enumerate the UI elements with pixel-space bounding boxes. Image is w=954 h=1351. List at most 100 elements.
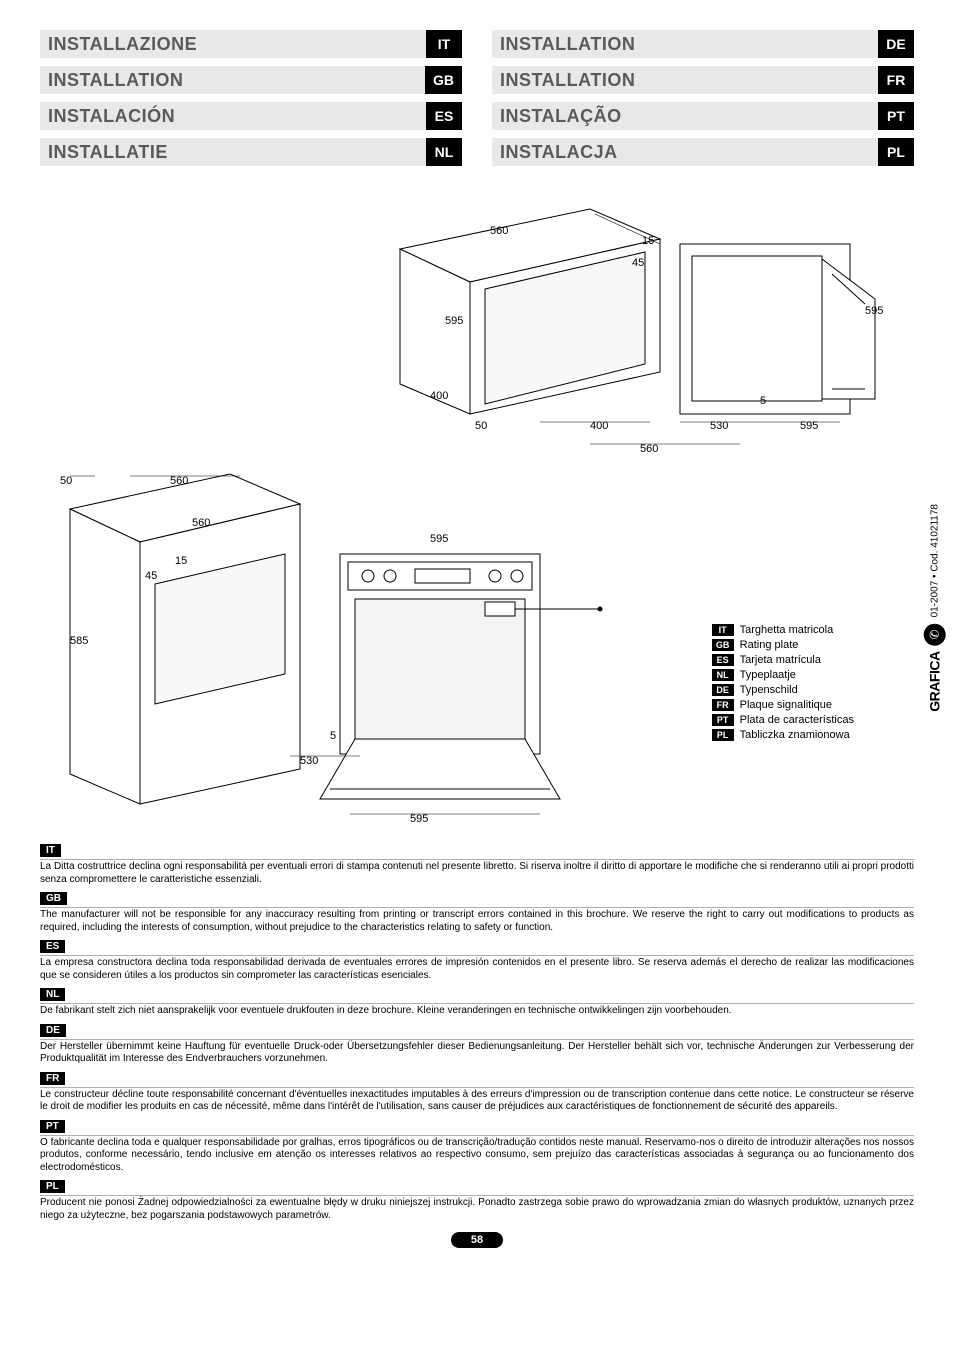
lang-badge: ES: [426, 102, 462, 130]
disc-badge: PL: [40, 1180, 65, 1193]
dim-label: 50: [60, 475, 72, 487]
lang-title: INSTALLATION: [492, 34, 878, 55]
lang-badge: DE: [878, 30, 914, 58]
lang-badge: PT: [878, 102, 914, 130]
lang-title: INSTALLATIE: [40, 142, 426, 163]
disclaimer-block: NL De fabrikant stelt zich niet aansprak…: [40, 988, 914, 1018]
lang-row: INSTALLATIE NL: [40, 138, 462, 166]
side-publication-info: GRAFICA ✆ 01-2007 • Cod. 41021178: [924, 504, 946, 712]
lang-row: INSTALLATION GB: [40, 66, 462, 94]
lang-title: INSTALAÇÃO: [492, 106, 878, 127]
plate-label: Tabliczka znamionowa: [740, 729, 850, 741]
disc-text: Der Hersteller übernimmt keine Hauftung …: [40, 1039, 914, 1066]
rating-plate-legend: IT Targhetta matricola GB Rating plate ES T…: [712, 624, 854, 744]
disc-text: The manufacturer will not be responsible…: [40, 907, 914, 934]
plate-label: Plata de características: [740, 714, 854, 726]
plate-badge: GB: [712, 639, 734, 651]
dim-label: 560: [490, 225, 508, 237]
plate-row: DE Typenschild: [712, 684, 854, 696]
lang-title: INSTALACJA: [492, 142, 878, 163]
lang-col-right: INSTALLATION DE INSTALLATION FR INSTALAÇ…: [492, 30, 914, 174]
dim-label: 595: [445, 315, 463, 327]
disclaimer-block: FR Le constructeur décline toute respons…: [40, 1072, 914, 1114]
dim-label: 400: [430, 390, 448, 402]
lang-row: INSTALACJA PL: [492, 138, 914, 166]
lang-row: INSTALLAZIONE IT: [40, 30, 462, 58]
lang-col-left: INSTALLAZIONE IT INSTALLATION GB INSTALA…: [40, 30, 462, 174]
language-headers: INSTALLAZIONE IT INSTALLATION GB INSTALA…: [40, 30, 914, 174]
disclaimer-block: PT O fabricante declina toda e qualquer …: [40, 1120, 914, 1175]
plate-badge: FR: [712, 699, 734, 711]
disc-text: Producent nie ponosi Żadnej odpowiedzial…: [40, 1195, 914, 1222]
plate-badge: PT: [712, 714, 734, 726]
page-number: 58: [40, 1234, 914, 1246]
disc-text: La empresa constructora declina toda res…: [40, 955, 914, 982]
dim-label: 50: [475, 420, 487, 432]
dim-label: 595: [865, 305, 883, 317]
dim-label: 5: [760, 395, 766, 407]
disc-text: De fabrikant stelt zich niet aansprakeli…: [40, 1003, 914, 1018]
lang-title: INSTALLATION: [40, 70, 425, 91]
plate-badge: PL: [712, 729, 734, 741]
plate-badge: DE: [712, 684, 734, 696]
disclaimers: IT La Ditta costruttrice declina ogni re…: [40, 844, 914, 1222]
plate-row: FR Plaque signalitique: [712, 699, 854, 711]
disclaimer-block: PL Producent nie ponosi Żadnej odpowiedz…: [40, 1180, 914, 1222]
dim-label: 560: [192, 517, 210, 529]
dim-label: 560: [170, 475, 188, 487]
disc-badge: GB: [40, 892, 67, 905]
disclaimer-block: ES La empresa constructora declina toda …: [40, 940, 914, 982]
disc-badge: PT: [40, 1120, 65, 1133]
diagrams-area: 560 595 400 50 45 15 400 530 595 560 5 5…: [40, 204, 914, 824]
disc-badge: IT: [40, 844, 61, 857]
plate-label: Plaque signalitique: [740, 699, 832, 711]
plate-label: Tarjeta matrícula: [740, 654, 821, 666]
dim-label: 585: [70, 635, 88, 647]
plate-row: GB Rating plate: [712, 639, 854, 651]
plate-label: Typeplaatje: [740, 669, 796, 681]
plate-row: PL Tabliczka znamionowa: [712, 729, 854, 741]
plate-label: Targhetta matricola: [740, 624, 834, 636]
plate-label: Typenschild: [740, 684, 798, 696]
disclaimer-block: GB The manufacturer will not be responsi…: [40, 892, 914, 934]
bottom-diagram: 50 560 560 585 15 45 595 59: [40, 464, 620, 824]
lang-row: INSTALAÇÃO PT: [492, 102, 914, 130]
dim-label: 15: [175, 555, 187, 567]
plate-row: ES Tarjeta matrícula: [712, 654, 854, 666]
plate-badge: IT: [712, 624, 734, 636]
dim-label: 5: [330, 730, 336, 742]
lang-title: INSTALACIÓN: [40, 106, 426, 127]
dim-label: 595: [430, 533, 448, 545]
disclaimer-block: IT La Ditta costruttrice declina ogni re…: [40, 844, 914, 886]
dim-label: 560: [640, 443, 658, 455]
dim-label: 595: [410, 813, 428, 824]
plate-row: IT Targhetta matricola: [712, 624, 854, 636]
plate-badge: ES: [712, 654, 734, 666]
disc-badge: FR: [40, 1072, 65, 1085]
brand-name: GRAFICA: [927, 651, 943, 711]
lang-badge: IT: [426, 30, 462, 58]
lang-row: INSTALLATION DE: [492, 30, 914, 58]
lang-title: INSTALLATION: [492, 70, 878, 91]
dim-label: 45: [145, 570, 157, 582]
dim-label: 45: [632, 257, 644, 269]
disc-text: O fabricante declina toda e qualquer res…: [40, 1135, 914, 1175]
lang-row: INSTALLATION FR: [492, 66, 914, 94]
plate-row: PT Plata de características: [712, 714, 854, 726]
disclaimer-block: DE Der Hersteller übernimmt keine Hauftu…: [40, 1024, 914, 1066]
disc-badge: NL: [40, 988, 65, 1001]
lang-badge: PL: [878, 138, 914, 166]
brand-logo-icon: ✆: [924, 623, 946, 645]
lang-badge: GB: [425, 66, 462, 94]
lang-title: INSTALLAZIONE: [40, 34, 426, 55]
plate-row: NL Typeplaatje: [712, 669, 854, 681]
disc-badge: ES: [40, 940, 65, 953]
plate-label: Rating plate: [740, 639, 799, 651]
disc-text: La Ditta costruttrice declina ogni respo…: [40, 859, 914, 886]
plate-badge: NL: [712, 669, 734, 681]
lang-row: INSTALACIÓN ES: [40, 102, 462, 130]
lang-badge: NL: [426, 138, 462, 166]
dim-label: 530: [300, 755, 318, 767]
top-diagram: 560 595 400 50 45 15 400 530 595 560 5 5…: [340, 204, 900, 464]
lang-badge: FR: [878, 66, 914, 94]
